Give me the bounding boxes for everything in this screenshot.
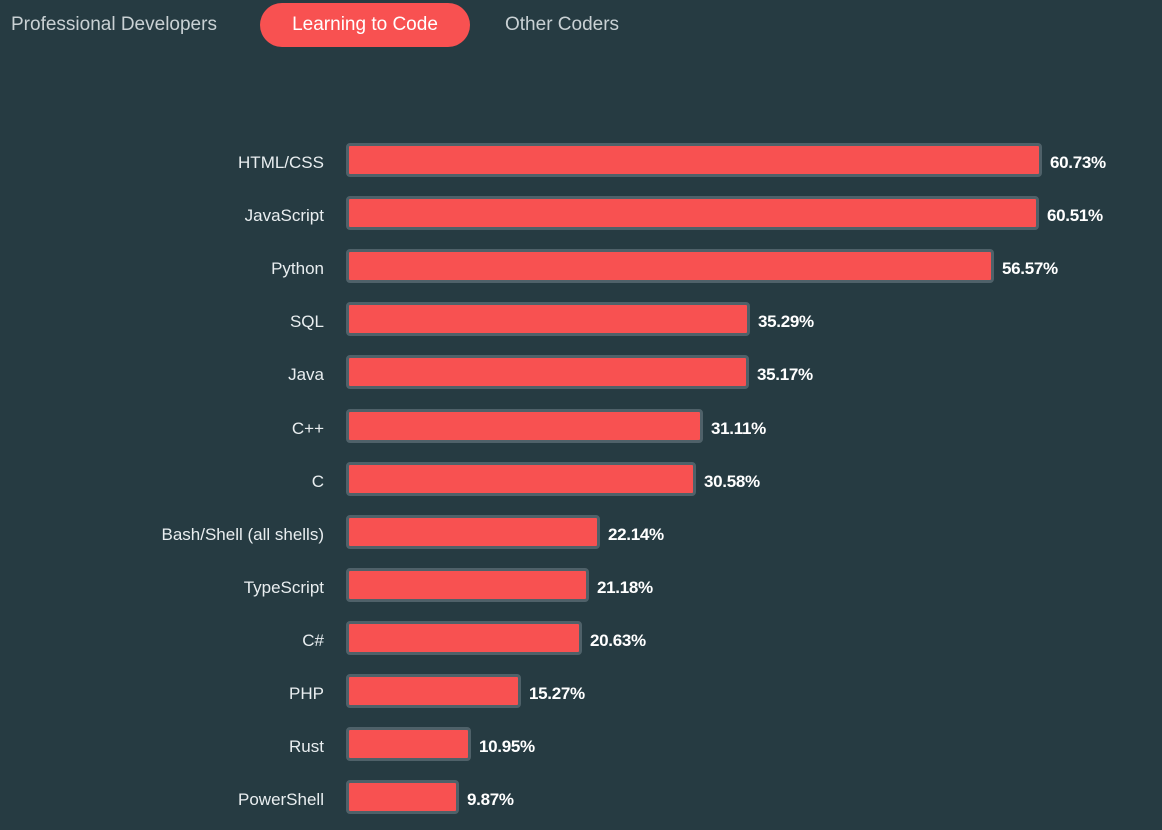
bar: [346, 727, 471, 761]
value-label: 35.29%: [758, 312, 814, 331]
category-label: PHP: [289, 684, 324, 703]
bar-row: TypeScript 21.18%: [0, 565, 1162, 618]
bar-row: PowerShell 9.87%: [0, 777, 1162, 830]
value-label: 9.87%: [467, 790, 514, 809]
bar-row: C 30.58%: [0, 459, 1162, 512]
bar-row: Java 35.17%: [0, 352, 1162, 405]
category-label: C++: [291, 419, 324, 438]
bar-row: PHP 15.27%: [0, 671, 1162, 724]
bar: [346, 143, 1042, 177]
value-label: 30.58%: [704, 472, 760, 491]
bar: [346, 674, 521, 708]
bar-row: JavaScript 60.51%: [0, 193, 1162, 246]
value-label: 15.27%: [529, 684, 585, 703]
tab-learning-to-code[interactable]: Learning to Code: [260, 3, 470, 47]
category-label: TypeScript: [243, 578, 324, 597]
bar: [346, 409, 703, 443]
value-label: 56.57%: [1002, 259, 1058, 278]
tab-bar: Professional Developers Learning to Code…: [0, 3, 1162, 47]
value-label: 22.14%: [608, 525, 664, 544]
value-label: 10.95%: [479, 737, 535, 756]
bar-chart: HTML/CSS 60.73% JavaScript 60.51% Python 56.5…: [0, 140, 1162, 828]
category-label: Rust: [289, 737, 324, 756]
bar-row: C# 20.63%: [0, 618, 1162, 671]
bar-row: Python 56.57%: [0, 246, 1162, 299]
bar-row: Rust 10.95%: [0, 724, 1162, 777]
bar-row: SQL 35.29%: [0, 299, 1162, 352]
value-label: 35.17%: [757, 365, 813, 384]
category-label: JavaScript: [244, 206, 324, 225]
category-label: HTML/CSS: [238, 153, 324, 172]
category-label: C: [311, 472, 324, 491]
category-label: Bash/Shell (all shells): [161, 525, 324, 544]
bar: [346, 568, 589, 602]
bar: [346, 621, 582, 655]
category-label: Python: [271, 259, 324, 278]
bar: [346, 196, 1039, 230]
bar-row: Bash/Shell (all shells) 22.14%: [0, 512, 1162, 565]
value-label: 31.11%: [711, 419, 766, 438]
bar: [346, 302, 750, 336]
tab-professional-developers[interactable]: Professional Developers: [11, 14, 217, 35]
value-label: 21.18%: [597, 578, 653, 597]
bar: [346, 780, 459, 814]
bar-row: HTML/CSS 60.73%: [0, 140, 1162, 193]
category-label: Java: [288, 365, 324, 384]
bar-row: C++ 31.11%: [0, 406, 1162, 459]
category-label: SQL: [289, 312, 324, 331]
bar: [346, 515, 600, 549]
bar: [346, 462, 696, 496]
category-label: C#: [302, 631, 324, 650]
value-label: 60.51%: [1047, 206, 1103, 225]
bar: [346, 249, 994, 283]
value-label: 60.73%: [1050, 153, 1106, 172]
value-label: 20.63%: [590, 631, 646, 650]
tab-other-coders[interactable]: Other Coders: [505, 14, 620, 35]
category-label: PowerShell: [238, 790, 324, 809]
bar: [346, 355, 749, 389]
